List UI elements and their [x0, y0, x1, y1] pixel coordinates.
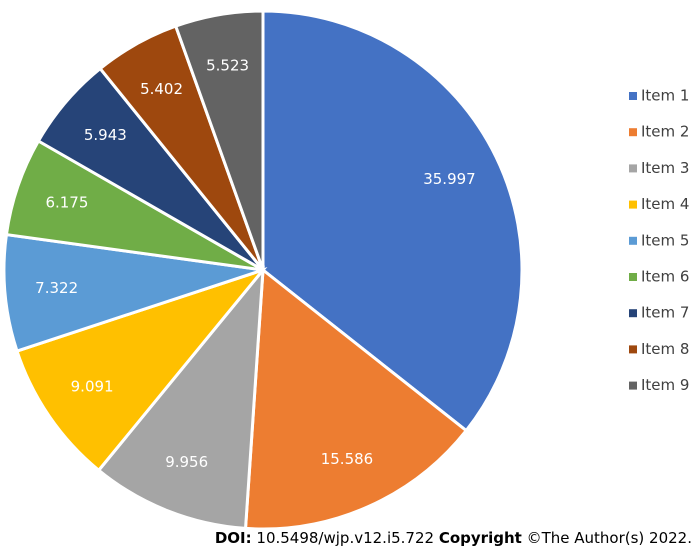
legend-swatch — [629, 273, 637, 281]
data-label: 9.956 — [165, 453, 208, 471]
legend-swatch — [629, 236, 637, 245]
pie-slice — [243, 267, 469, 531]
data-label: 7.322 — [35, 279, 78, 297]
pie-slice — [261, 9, 524, 433]
legend-label: Item 3 — [641, 159, 689, 177]
legend-swatch — [629, 92, 637, 100]
legend-swatch — [629, 164, 637, 173]
data-label: 5.943 — [84, 126, 127, 144]
data-label: 5.523 — [206, 56, 249, 74]
data-label: 15.586 — [321, 450, 374, 468]
data-label: 5.402 — [140, 80, 183, 98]
legend-swatch — [629, 309, 637, 318]
legend-label: Item 6 — [641, 268, 689, 286]
pie-slice — [2, 232, 264, 353]
pie-slice — [173, 9, 265, 271]
legend-swatch — [629, 381, 637, 390]
legend-label: Item 4 — [641, 195, 689, 213]
legend-label: Item 1 — [641, 87, 689, 105]
data-label: 9.091 — [71, 378, 114, 396]
legend-swatch — [629, 200, 637, 209]
doi-label: DOI: — [215, 529, 252, 547]
footer: DOI: 10.5498/wjp.v12.i5.722 Copyright ©T… — [215, 529, 692, 547]
legend-label: Item 9 — [641, 376, 689, 394]
pie-slice — [96, 265, 265, 531]
data-label: 35.997 — [423, 170, 476, 188]
copyright: ©The Author(s) 2022. — [527, 529, 692, 547]
legend-swatch — [629, 345, 637, 354]
copyright-label: Copyright — [439, 529, 522, 547]
legend-swatch — [629, 128, 637, 137]
data-label: 6.175 — [45, 193, 88, 211]
pie-slice — [15, 266, 268, 473]
legend-label: Item 7 — [641, 304, 689, 322]
doi: 10.5498/wjp.v12.i5.722 — [256, 529, 434, 547]
legend-label: Item 2 — [641, 123, 689, 141]
legend-label: Item 8 — [641, 340, 689, 358]
legend-label: Item 5 — [641, 231, 689, 249]
